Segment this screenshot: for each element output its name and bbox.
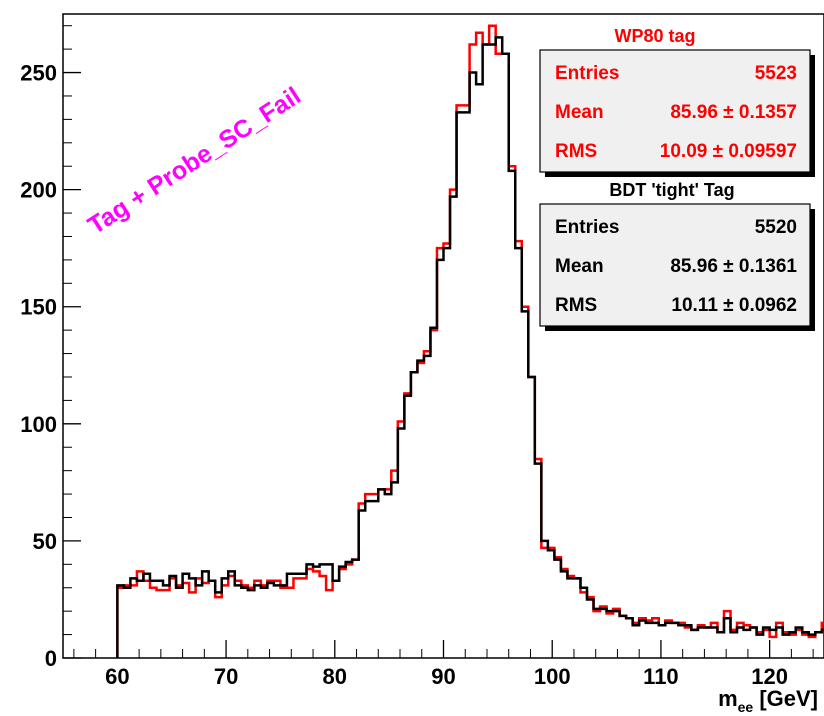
x-tick-label: 80 — [323, 664, 347, 689]
x-tick-label: 110 — [643, 664, 679, 689]
stats-box-bdt: BDT 'tight' Tag Entries 5520 Mean 85.96 … — [539, 180, 815, 331]
stats-bdt-rms-label: RMS — [555, 295, 597, 316]
y-tick-label: 0 — [45, 646, 57, 671]
x-tick-label: 120 — [751, 664, 788, 689]
x-tick-label: 100 — [534, 664, 571, 689]
series-bdt-tight-histogram — [116, 36, 824, 658]
y-axis-tick-labels: 0 50 100 150 200 250 — [20, 61, 57, 671]
stats-bdt-mean-label: Mean — [555, 256, 604, 277]
stats-title-bdt: BDT 'tight' Tag — [609, 180, 734, 200]
stats-box-wp80-frame — [539, 49, 811, 173]
x-tick-label: 60 — [105, 664, 129, 689]
x-axis-title: mee [GeV] — [718, 686, 818, 715]
stats-wp80-rms-value: 10.09 ± 0.09597 — [660, 141, 797, 162]
stats-wp80-mean-value: 85.96 ± 0.1357 — [670, 102, 797, 123]
stats-bdt-rms-value: 10.11 ± 0.0962 — [671, 295, 797, 316]
stats-wp80-entries-value: 5523 — [755, 63, 797, 84]
y-axis-minor-ticks — [63, 25, 72, 636]
x-tick-label: 70 — [214, 664, 238, 689]
stats-title-wp80: WP80 tag — [614, 26, 695, 46]
stats-bdt-mean-value: 85.96 ± 0.1361 — [670, 256, 797, 277]
stats-wp80-entries-label: Entries — [555, 63, 619, 84]
stats-bdt-entries-value: 5520 — [755, 217, 797, 238]
y-tick-label: 200 — [20, 178, 57, 203]
stats-wp80-mean-label: Mean — [555, 102, 604, 123]
stats-bdt-entries-label: Entries — [555, 217, 619, 238]
stats-box-bdt-frame — [539, 203, 811, 327]
stats-box-wp80: WP80 tag Entries 5523 Mean 85.96 ± 0.135… — [539, 26, 815, 177]
x-axis-tick-labels: 60 70 80 90 100 110 120 — [105, 664, 788, 689]
y-tick-label: 250 — [20, 61, 57, 86]
x-tick-label: 90 — [431, 664, 455, 689]
y-tick-label: 50 — [33, 529, 57, 554]
stats-wp80-rms-label: RMS — [555, 141, 597, 162]
x-axis-title-main: m — [718, 686, 738, 711]
series-wp80-histogram — [116, 24, 824, 658]
x-axis-title-sub: ee — [738, 699, 754, 715]
x-axis-title-unit: [GeV] — [753, 686, 818, 711]
x-axis-minor-ticks — [73, 649, 814, 658]
y-axis-major-ticks — [63, 71, 81, 659]
y-tick-label: 100 — [20, 412, 57, 437]
y-tick-label: 150 — [20, 295, 57, 320]
